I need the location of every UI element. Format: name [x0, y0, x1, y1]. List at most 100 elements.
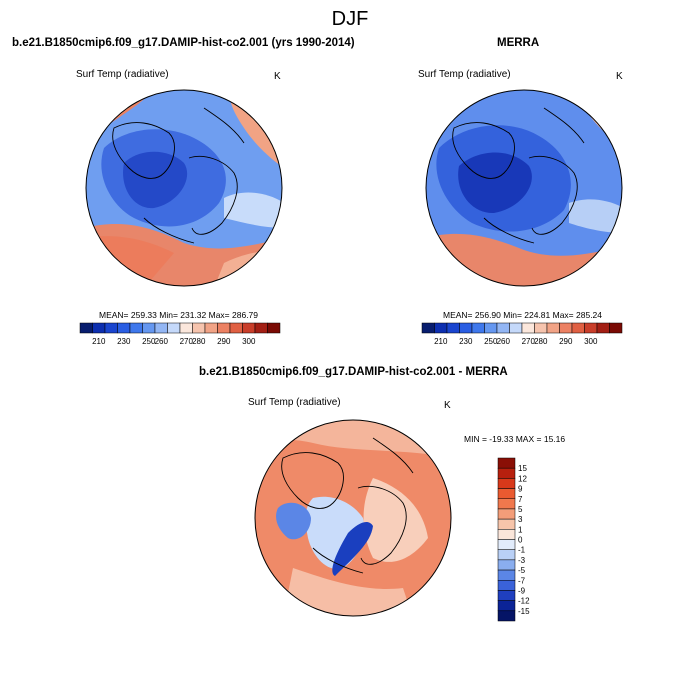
panel-2-colorbar-tick-label: 230	[459, 337, 473, 346]
panel-3-colorbar-tick-label: 1	[518, 525, 523, 534]
panel-3-colorbar-box	[497, 549, 516, 561]
panel-3-units-label: K	[444, 400, 451, 411]
panel-3-variable-label: Surf Temp (radiative)	[248, 397, 341, 408]
panel-1-colorbar-box	[192, 322, 206, 334]
panel-1-colorbar-tick-label: 290	[217, 337, 231, 346]
panel-3-colorbar-box	[497, 559, 516, 571]
panel-1-colorbar-box	[204, 322, 218, 334]
panel-2-colorbar-box	[421, 322, 435, 334]
panel-3-colorbar-tick-label: -12	[518, 597, 530, 606]
panel-2-colorbar-box	[471, 322, 485, 334]
panel-3-colorbar-box	[497, 580, 516, 591]
panel-1-colorbar-box	[254, 322, 268, 334]
panel-3-colorbar-box	[497, 467, 516, 479]
panel-2-colorbar-tick-label: 280	[534, 337, 548, 346]
panel-3-coastlines	[281, 437, 414, 574]
panel-3-map-border	[254, 419, 452, 617]
panel-1-mild-region	[224, 192, 282, 228]
panel-3-colorbar-tick-label: 5	[518, 505, 523, 514]
figure-title: DJF	[331, 8, 369, 30]
panel-1-colorbar-box	[117, 322, 131, 334]
panel-2-colorbar: 210 230 250 260 270 280 290 300	[421, 322, 623, 346]
panel-2-colorbar-box	[509, 322, 523, 334]
panel-2-colorbar-box	[459, 322, 473, 334]
panel-2-colorbar-box	[496, 322, 510, 334]
panel-3-colorbar-box	[497, 539, 516, 550]
panel-1-colorbar-box	[104, 322, 118, 334]
panel-1-polar-map	[85, 89, 283, 287]
panel-2-colorbar-box	[571, 322, 585, 334]
panel-3-title: b.e21.B1850cmip6.f09_g17.DAMIP-hist-co2.…	[199, 366, 508, 378]
panel-2-colorbar-tick-label: 290	[559, 337, 573, 346]
panel-1-colorbar-box	[167, 322, 181, 334]
panel-1-colorbar-box	[142, 322, 156, 334]
panel-2-colorbar-box	[584, 322, 598, 334]
panel-1-stats: MEAN= 259.33 Min= 231.32 Max= 286.79	[99, 310, 259, 320]
panel-3-colorbar-box	[497, 488, 516, 499]
panel-3-colorbar-box	[497, 498, 516, 510]
panel-2-mild-region	[569, 199, 622, 233]
panel-1-map-border	[85, 89, 283, 287]
panel-1-coastlines	[112, 107, 245, 244]
panel-3-colorbar-box	[497, 508, 516, 520]
panel-3-colorbar-box	[497, 529, 516, 540]
panel-3-colorbar-tick-label: 9	[518, 485, 523, 494]
panel-1-colorbar-tick-label: 230	[117, 337, 131, 346]
panel-2-colorbar-box	[434, 322, 448, 334]
panel-2-colorbar-box	[559, 322, 573, 334]
panel-3-cool-region-west	[276, 502, 311, 540]
panel-3-colorbar-tick-label: 3	[518, 515, 523, 524]
panel-1-colorbar-box	[242, 322, 256, 334]
panel-3-colorbar-box	[497, 518, 516, 530]
panel-1-colorbar-box	[179, 322, 193, 334]
panel-3-colorbar-tick-label: 0	[518, 536, 523, 545]
panel-1-colorbar-box	[92, 322, 106, 334]
panel-3-colorbar-tick-label: -5	[518, 566, 526, 575]
panel-1-colorbar-box	[129, 322, 143, 334]
panel-2-cold-center	[458, 152, 532, 214]
panel-1-colorbar-tick-label: 270	[180, 337, 194, 346]
panel-2-colorbar-box	[609, 322, 623, 334]
panel-2-colorbar-box	[546, 322, 560, 334]
panel-1-cold-center	[123, 151, 188, 209]
panel-1-colorbar-box	[229, 322, 243, 334]
panel-1-title: b.e21.B1850cmip6.f09_g17.DAMIP-hist-co2.…	[12, 37, 355, 49]
panel-3-cold-streak	[332, 522, 373, 576]
panel-1-colorbar-tick-label: 210	[92, 337, 106, 346]
panel-2-map-border	[425, 89, 623, 287]
panel-3-colorbar-box	[497, 478, 516, 489]
panel-3-colorbar-box	[497, 569, 516, 581]
panel-2-colorbar-box	[484, 322, 498, 334]
panel-2-units-label: K	[616, 71, 623, 82]
panel-3-colorbar-box	[497, 457, 516, 469]
panel-3-stats: MIN = -19.33 MAX = 15.16	[464, 434, 566, 444]
panel-1-colorbar-tick-label: 280	[192, 337, 206, 346]
panel-3-light-region-east	[363, 478, 428, 562]
panel-3-colorbar-tick-label: -15	[518, 607, 530, 616]
panel-3-colorbar-tick-label: -3	[518, 556, 526, 565]
panel-2-colorbar-tick-label: 250	[484, 337, 498, 346]
panel-3-colorbar-box	[497, 610, 516, 622]
panel-2-colorbar-box	[534, 322, 548, 334]
panel-3-colorbar-box	[497, 600, 516, 612]
panel-3-colorbar-tick-label: -1	[518, 546, 526, 555]
panel-3-colorbar-tick-label: 12	[518, 474, 527, 483]
panel-3-colorbar-tick-label: -9	[518, 586, 526, 595]
panel-2-colorbar-box	[596, 322, 610, 334]
panel-1-units-label: K	[274, 71, 281, 82]
panel-1-colorbar-box	[154, 322, 168, 334]
panel-2-colorbar-tick-label: 210	[434, 337, 448, 346]
panel-2-colorbar-tick-label: 300	[584, 337, 598, 346]
panel-2-title: MERRA	[497, 37, 540, 49]
panel-1-colorbar-box	[267, 322, 281, 334]
panel-1-colorbar-tick-label: 300	[242, 337, 256, 346]
panel-1-variable-label: Surf Temp (radiative)	[76, 69, 169, 80]
panel-1-colorbar: 210 230 250 260 270 280 290 300	[79, 322, 281, 346]
panel-3-colorbar-tick-label: 15	[518, 464, 527, 473]
panel-2-coastlines	[452, 107, 585, 244]
panel-2-colorbar-box	[521, 322, 535, 334]
panel-2-stats: MEAN= 256.90 Min= 224.81 Max= 285.24	[443, 310, 603, 320]
panel-1-colorbar-tick-label: 260	[155, 337, 169, 346]
panel-3-colorbar-tick-label: -7	[518, 576, 526, 585]
